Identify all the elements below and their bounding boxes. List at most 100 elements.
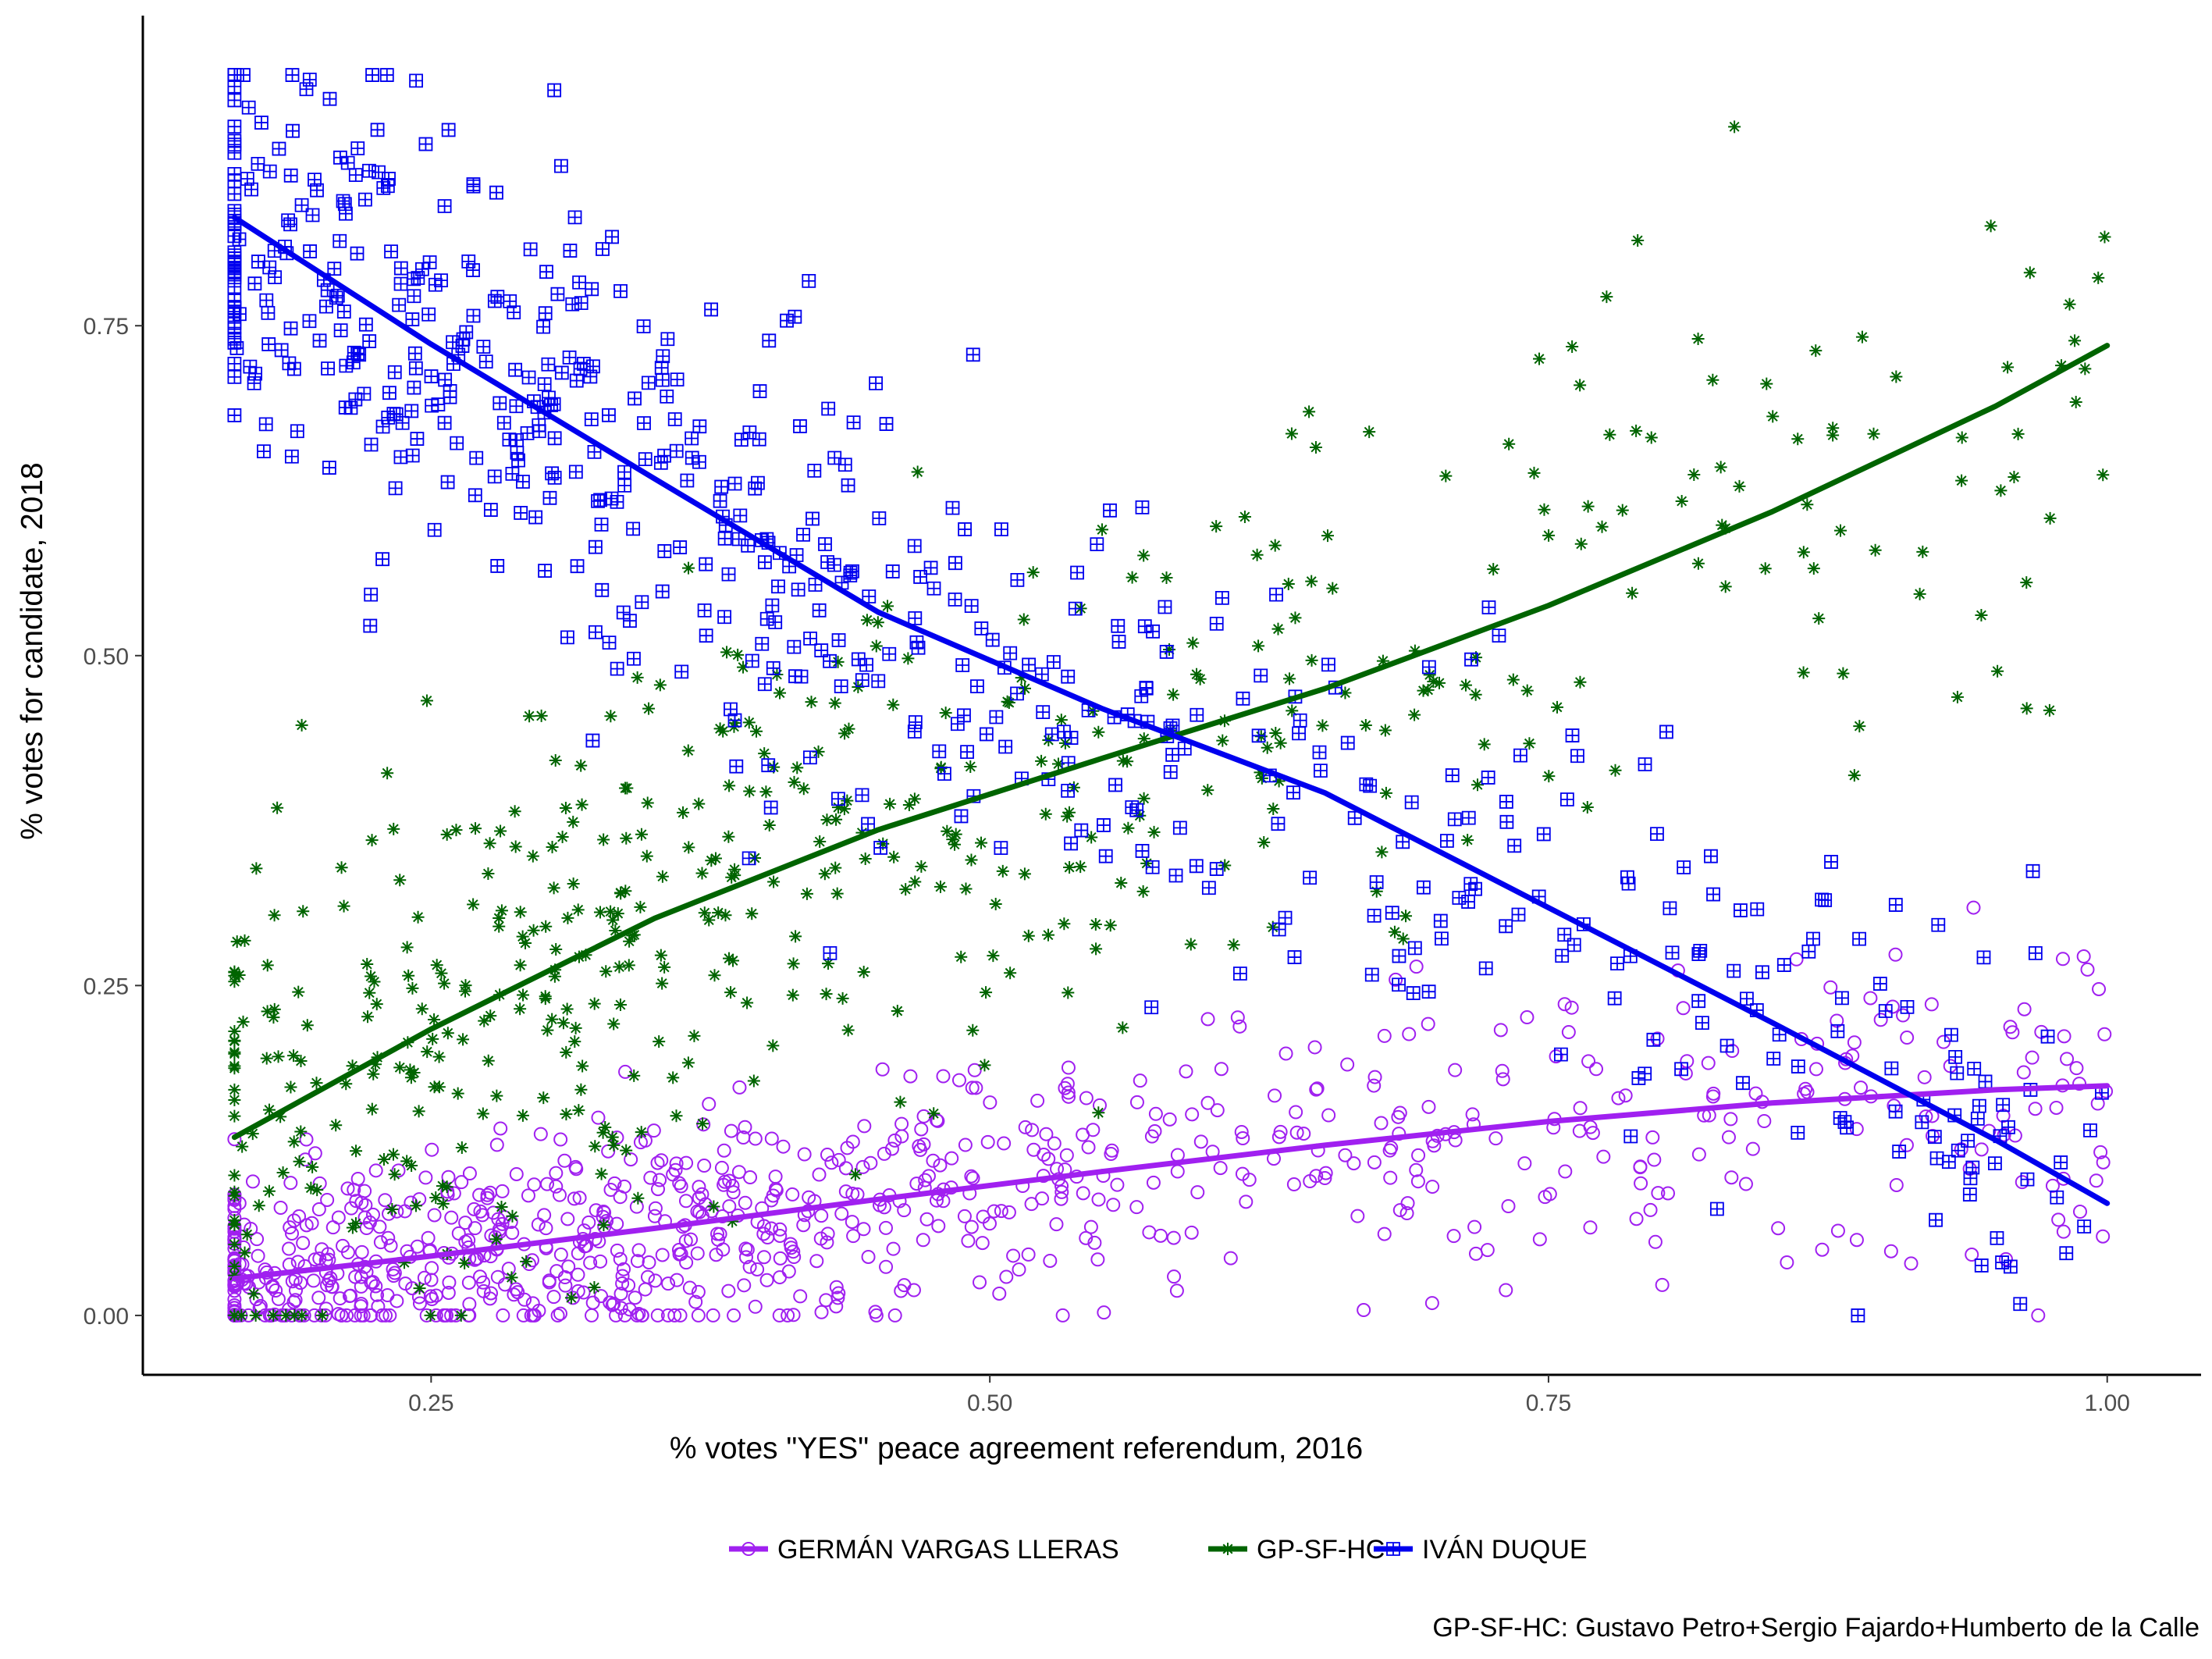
data-point-marker: [1051, 757, 1065, 771]
data-point-marker: [358, 317, 373, 332]
data-point-marker: [788, 309, 802, 324]
data-point-marker: [475, 1208, 490, 1223]
data-point-marker: [1994, 484, 2008, 497]
data-point-marker: [1495, 1072, 1510, 1087]
x-tick-label: 0.75: [1526, 1390, 1571, 1416]
data-point-marker: [516, 930, 529, 943]
data-point-marker: [846, 1229, 861, 1244]
data-point-marker: [2013, 1297, 2028, 1312]
data-point-marker: [1630, 424, 1643, 437]
data-point-marker: [1001, 1205, 1016, 1219]
data-point-marker: [1623, 1129, 1638, 1144]
data-point-marker: [441, 1169, 456, 1184]
data-point-marker: [762, 333, 777, 348]
data-point-marker: [628, 1069, 641, 1082]
data-point-marker: [571, 1267, 585, 1282]
data-point-marker: [1201, 784, 1214, 797]
data-point-marker: [1404, 795, 1419, 810]
data-point-marker: [1439, 834, 1454, 848]
data-point-marker: [532, 1303, 546, 1318]
data-point-marker: [454, 1175, 469, 1190]
data-point-marker: [722, 1199, 737, 1214]
data-point-marker: [1307, 1040, 1322, 1055]
data-point-marker: [731, 648, 745, 661]
data-point-marker: [1116, 754, 1129, 767]
data-point-marker: [461, 1275, 476, 1290]
data-point-marker: [1367, 1155, 1382, 1169]
data-point-marker: [1567, 938, 1581, 952]
data-point-marker: [567, 815, 580, 828]
data-point-marker: [1495, 1063, 1510, 1078]
data-point-marker: [249, 1292, 264, 1307]
data-point-marker: [537, 377, 552, 391]
data-point-marker: [1727, 963, 1741, 978]
data-point-marker: [620, 1144, 633, 1157]
data-point-marker: [606, 1296, 621, 1311]
data-point-marker: [346, 1059, 359, 1073]
data-point-marker: [1305, 653, 1318, 667]
data-point-marker: [1062, 806, 1076, 819]
data-point-marker: [520, 1255, 533, 1268]
data-point-marker: [613, 1190, 628, 1205]
data-point-marker: [1520, 1010, 1535, 1025]
data-point-marker: [724, 986, 738, 999]
data-point-marker: [514, 506, 528, 520]
data-point-marker: [375, 552, 389, 567]
data-point-marker: [1018, 1120, 1033, 1134]
data-point-marker: [440, 1180, 453, 1194]
data-point-marker: [1200, 1012, 1215, 1027]
data-point-marker: [1589, 1062, 1604, 1077]
data-point-marker: [567, 210, 582, 225]
data-point-marker: [1074, 860, 1087, 874]
data-point-marker: [288, 1293, 303, 1308]
data-point-marker: [830, 813, 843, 826]
data-point-marker: [1286, 704, 1299, 717]
data-point-marker: [1916, 545, 1929, 558]
data-point-marker: [914, 1122, 929, 1137]
data-point-marker: [1925, 1128, 1940, 1143]
data-point-marker: [613, 960, 626, 974]
data-point-marker: [574, 296, 589, 311]
data-point-marker: [427, 522, 442, 537]
data-point-marker: [1990, 1231, 2004, 1245]
data-point-marker: [879, 417, 894, 431]
data-point-marker: [630, 1254, 645, 1269]
data-point-marker: [838, 1161, 853, 1176]
data-point-marker: [1254, 766, 1267, 779]
data-point-marker: [292, 985, 305, 999]
data-point-marker: [427, 1208, 442, 1223]
data-point-marker: [407, 380, 421, 395]
data-point-marker: [820, 1226, 835, 1241]
data-point-marker: [302, 314, 317, 329]
data-point-marker: [994, 522, 1008, 536]
data-point-marker: [434, 273, 448, 288]
data-point-marker: [653, 678, 667, 692]
data-point-marker: [682, 561, 695, 575]
data-point-marker: [605, 1298, 620, 1312]
data-point-marker: [714, 1160, 729, 1175]
data-point-marker: [1090, 1252, 1105, 1267]
data-point-marker: [685, 450, 699, 465]
data-point-marker: [698, 906, 711, 920]
data-point-marker: [428, 1080, 441, 1094]
data-point-marker: [948, 838, 962, 851]
data-point-marker: [1650, 827, 1664, 842]
data-point-marker: [1791, 1059, 1805, 1073]
data-point-marker: [682, 841, 695, 854]
data-point-marker: [1163, 764, 1178, 779]
data-point-marker: [616, 605, 631, 620]
data-point-marker: [911, 465, 924, 479]
data-point-marker: [591, 1110, 606, 1125]
data-point-marker: [1603, 428, 1616, 441]
data-point-marker: [624, 1152, 638, 1167]
data-point-marker: [1687, 468, 1701, 481]
data-point-marker: [1216, 734, 1229, 747]
data-point-marker: [882, 646, 897, 661]
data-point-marker: [340, 1181, 355, 1196]
data-point-marker: [244, 182, 259, 197]
data-point-marker: [680, 473, 695, 488]
data-point-marker: [340, 1308, 354, 1323]
data-point-marker: [238, 1246, 251, 1259]
data-point-marker: [1367, 908, 1382, 923]
